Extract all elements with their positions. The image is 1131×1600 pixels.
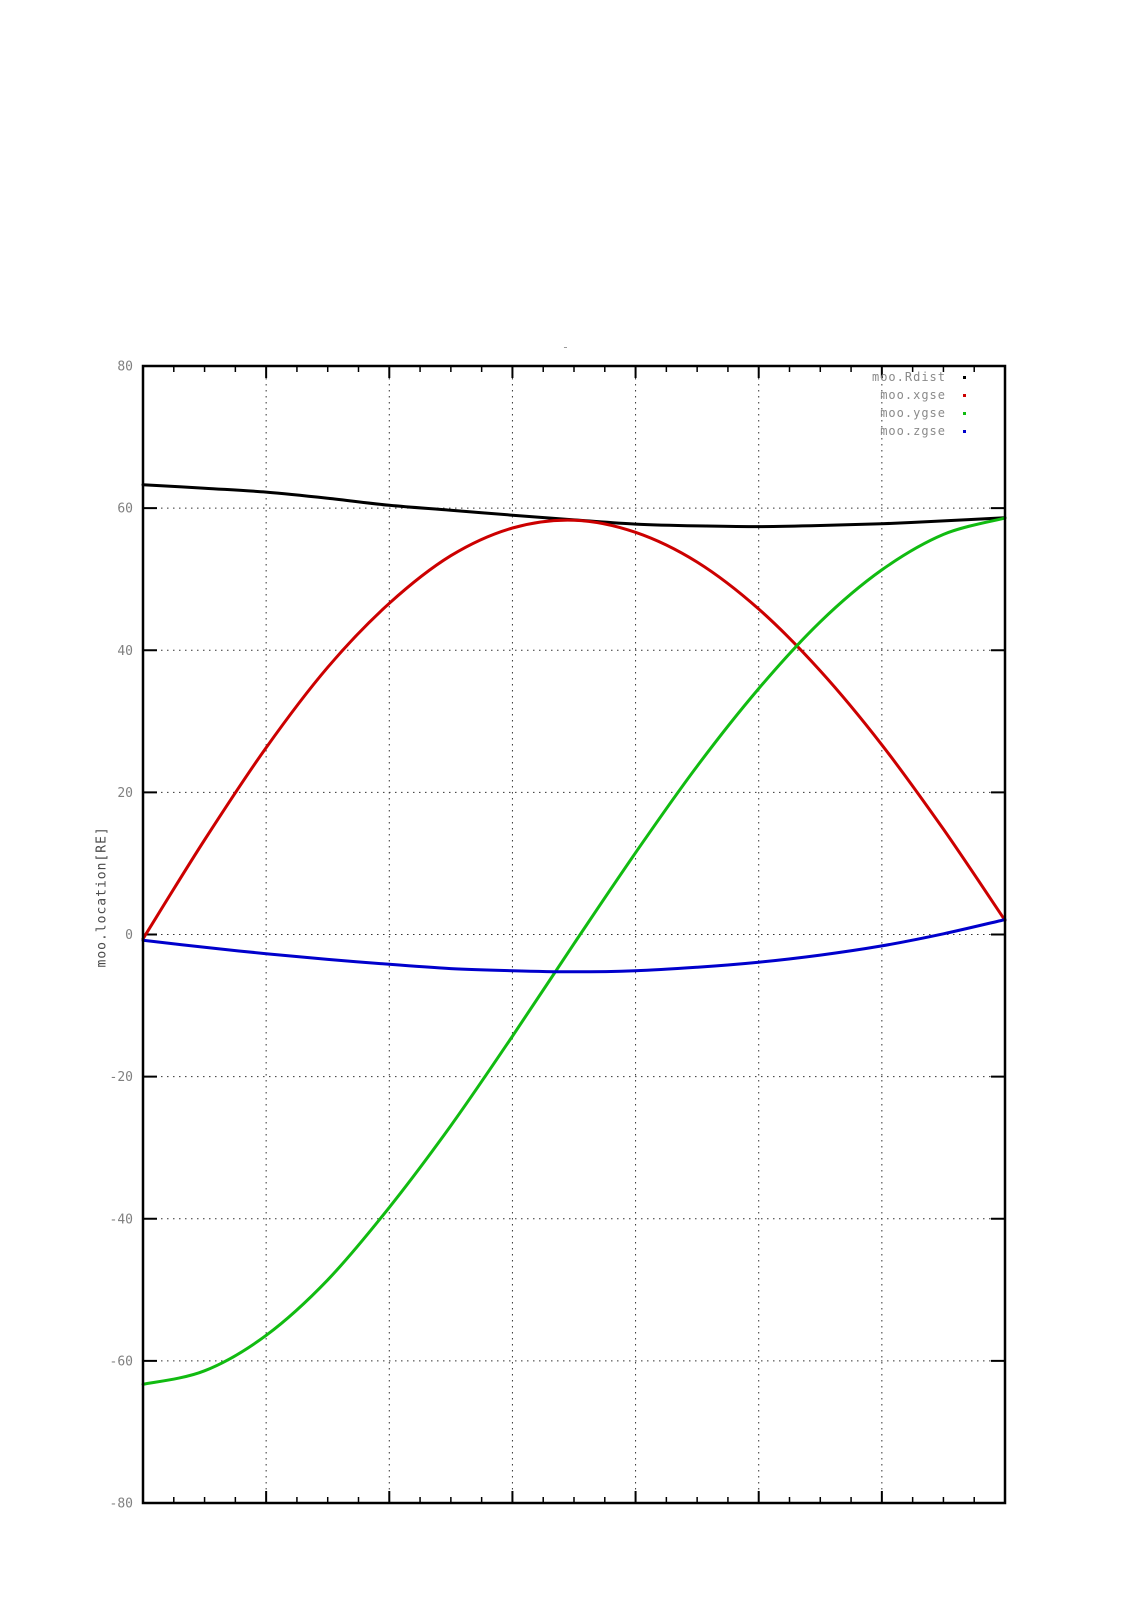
- y-tick-label: 80: [117, 360, 133, 375]
- y-tick-label: -20: [110, 1070, 133, 1085]
- legend-item-zgse: moo.zgse: [848, 422, 968, 440]
- rdist-dot-icon: [963, 375, 966, 379]
- legend-item-rdist: moo.Rdist: [848, 368, 968, 386]
- y-tick-label: -60: [110, 1354, 133, 1369]
- legend-item-xgse: moo.xgse: [848, 386, 968, 404]
- series-curve-xgse: [141, 518, 1007, 941]
- y-tick-label: -80: [110, 1497, 133, 1512]
- legend-label-ygse: moo.ygse: [880, 406, 946, 420]
- legend-label-rdist: moo.Rdist: [871, 370, 946, 384]
- series-curve-ygse: [141, 516, 1007, 1386]
- zgse-dot-icon: [963, 429, 966, 433]
- legend-label-zgse: moo.zgse: [880, 424, 946, 438]
- legend: moo.Rdist moo.xgse moo.ygse moo.zgse: [848, 368, 968, 440]
- y-tick-label: 60: [117, 502, 133, 517]
- y-tick-label: 0: [125, 928, 133, 943]
- ygse-dot-icon: [963, 411, 966, 415]
- legend-label-xgse: moo.xgse: [880, 388, 946, 402]
- xgse-dot-icon: [963, 393, 966, 397]
- series-curve-zgse: [141, 918, 1007, 974]
- plot-border: [141, 364, 1007, 1505]
- legend-item-ygse: moo.ygse: [848, 404, 968, 422]
- y-tick-label: 20: [117, 786, 133, 801]
- plot-title: -: [561, 340, 570, 354]
- y-tick-label: -40: [110, 1212, 133, 1227]
- y-tick-label: 40: [117, 644, 133, 659]
